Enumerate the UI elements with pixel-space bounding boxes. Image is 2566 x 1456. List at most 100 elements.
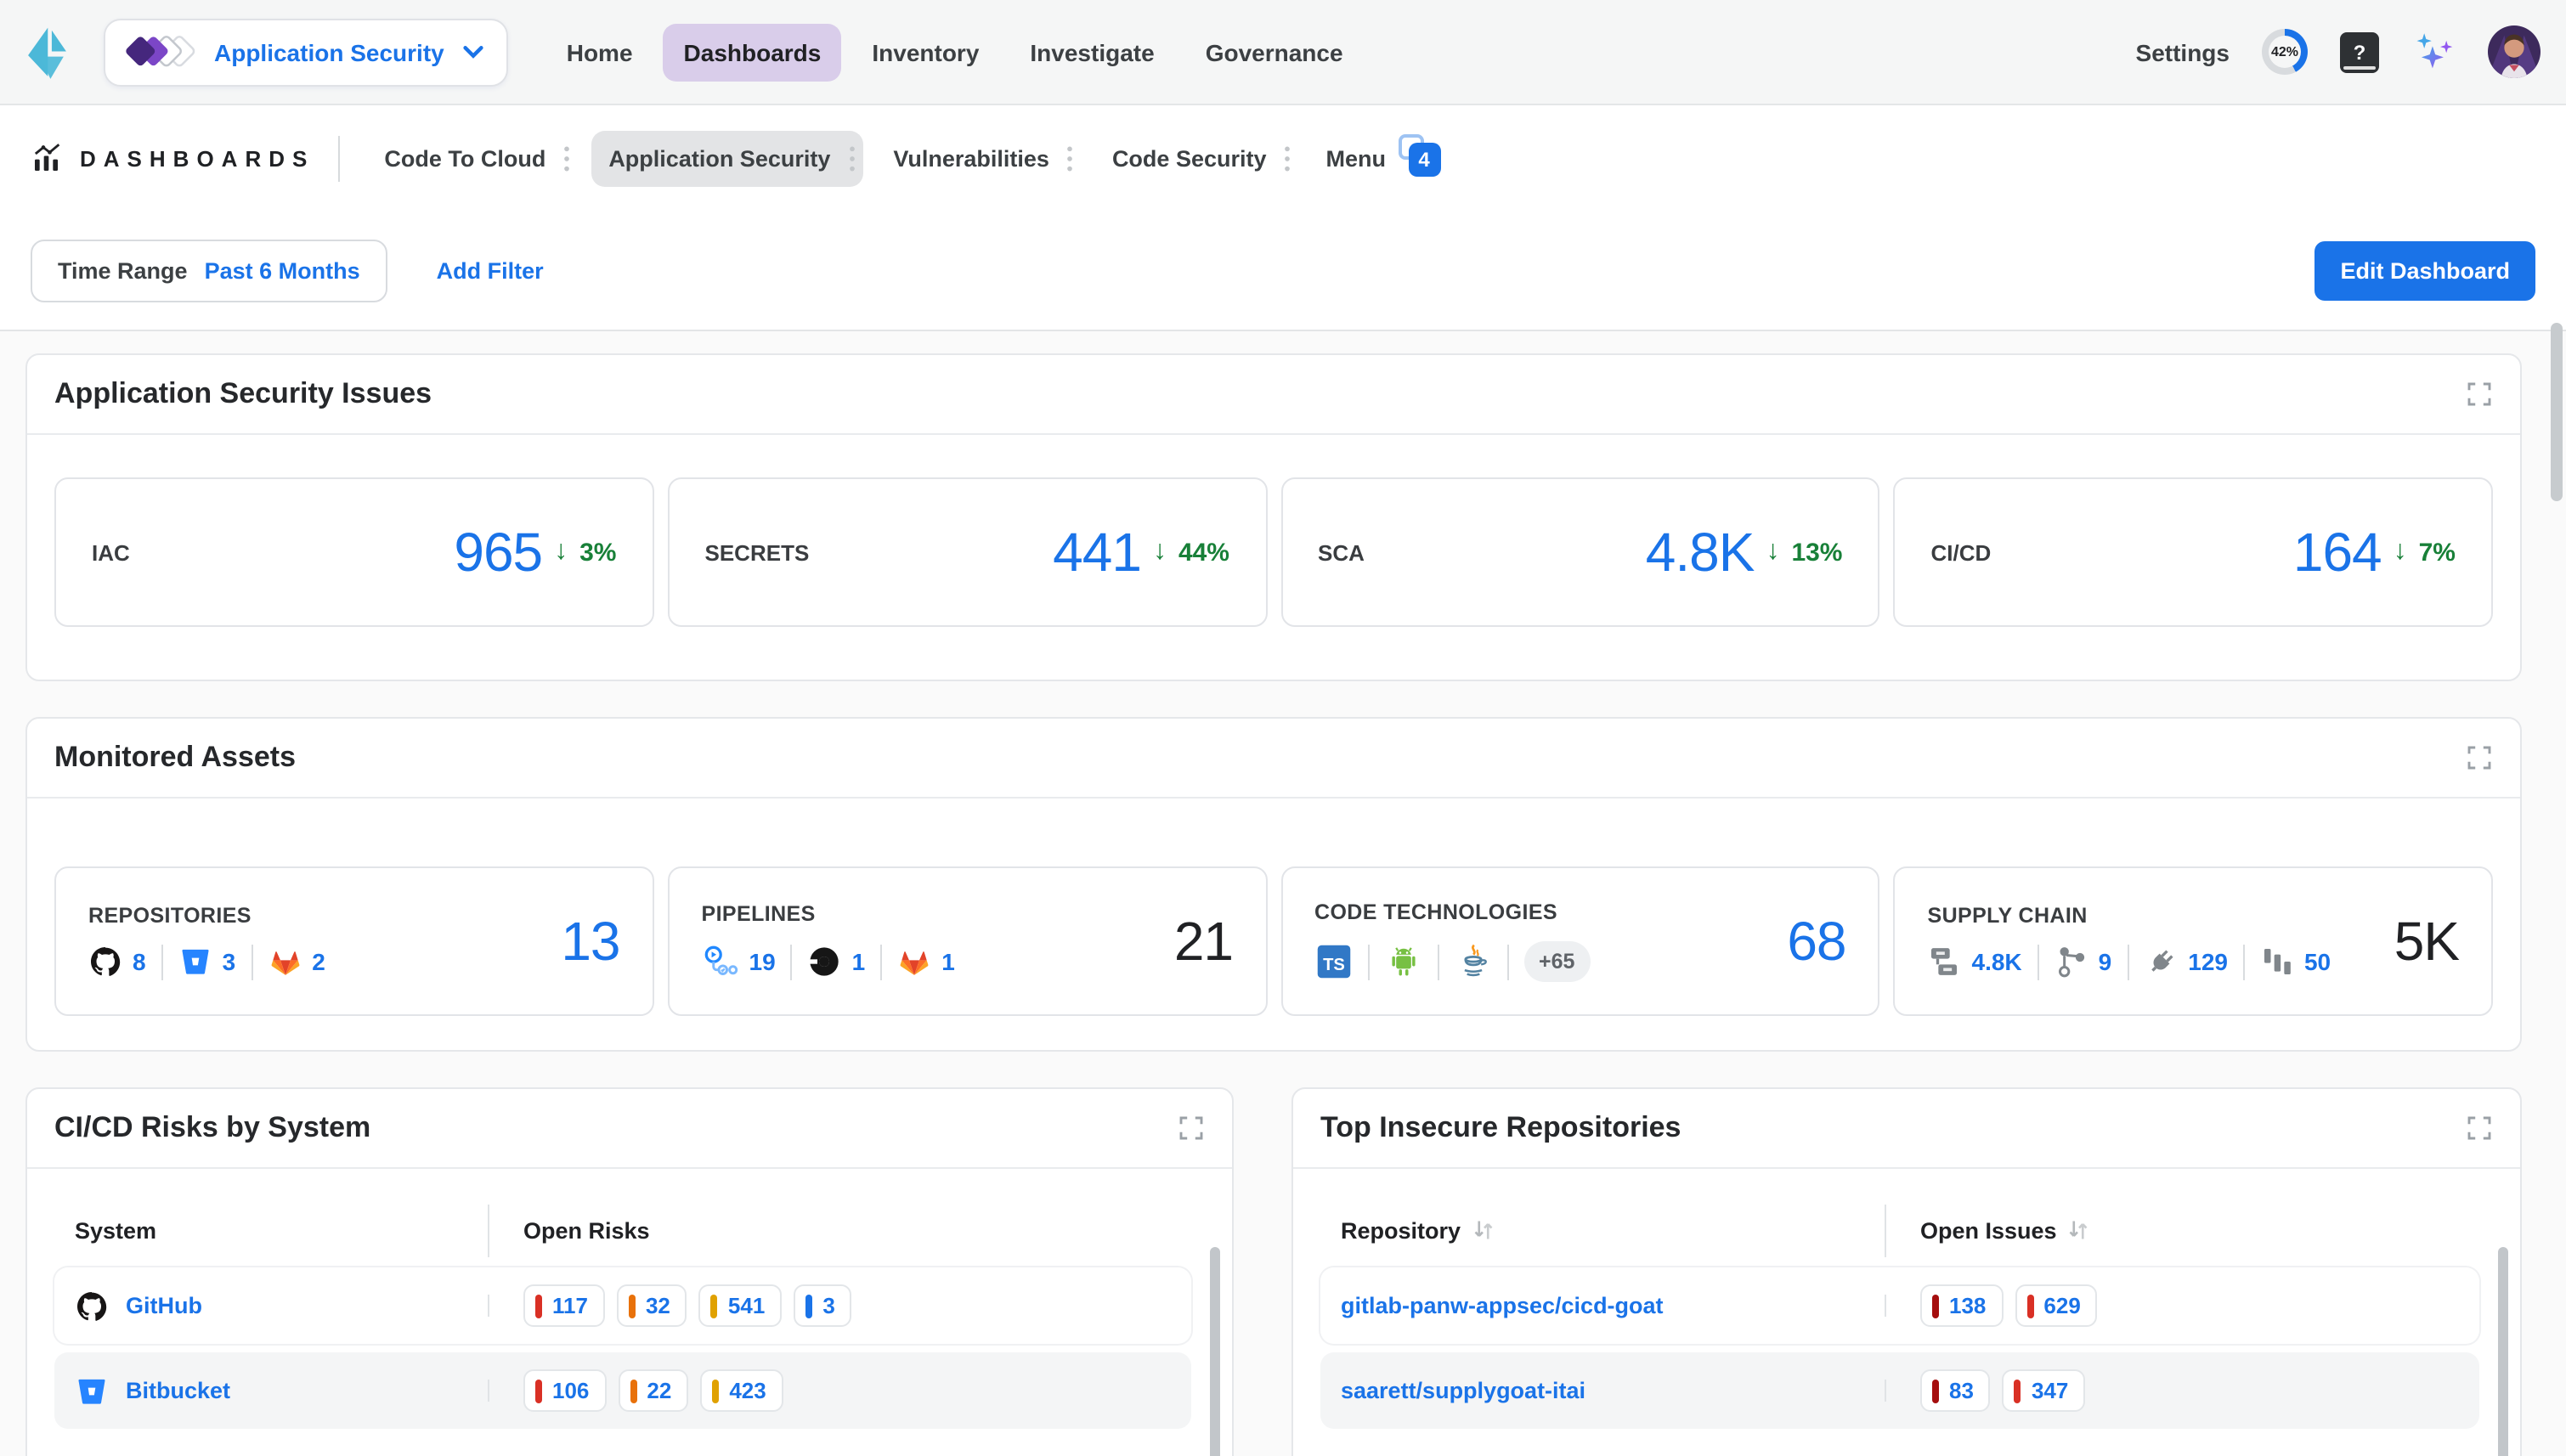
dashboard-tab-code-security[interactable]: Code Security <box>1095 130 1299 186</box>
edit-dashboard-button[interactable]: Edit Dashboard <box>2314 240 2535 300</box>
asset-total: 21 <box>1173 910 1234 971</box>
divider <box>1367 944 1369 979</box>
java-icon <box>1454 943 1491 980</box>
asset-total: 5K <box>2394 910 2460 971</box>
dashboard-tab-vulnerabilities[interactable]: Vulnerabilities <box>876 130 1082 186</box>
ai-sparkles-icon[interactable] <box>2411 30 2456 74</box>
add-filter-button[interactable]: Add Filter <box>436 257 544 283</box>
sort-icon[interactable] <box>1471 1218 1495 1242</box>
circleci-icon <box>808 945 842 979</box>
nav-item-governance[interactable]: Governance <box>1205 38 1343 65</box>
stat-card-sca: SCA 4.8K ↓ 13% <box>1280 477 1880 627</box>
prisma-cloud-logo-icon <box>25 23 83 81</box>
expand-icon[interactable] <box>2466 744 2493 771</box>
bars-icon <box>2260 945 2294 979</box>
column-header-open-issues[interactable]: Open Issues <box>1920 1217 2091 1243</box>
chevron-down-icon <box>461 39 487 65</box>
repository-link[interactable]: saarett/supplygoat-itai <box>1341 1378 1586 1403</box>
divider <box>338 135 341 181</box>
stat-delta: 3% <box>579 538 617 567</box>
stat-delta: 7% <box>2418 538 2456 567</box>
stat-card-iac: IAC 965 ↓ 3% <box>54 477 654 627</box>
divider <box>2242 944 2245 979</box>
panel-title: Application Security Issues <box>54 377 432 409</box>
dashboard-tab-code-to-cloud[interactable]: Code To Cloud <box>367 130 578 186</box>
page-scrollbar-thumb[interactable] <box>2551 323 2563 501</box>
menu-label: Menu <box>1325 145 1387 171</box>
sort-icon[interactable] <box>2067 1218 2091 1242</box>
severity-bar <box>1932 1294 1939 1318</box>
panel-title: Top Insecure Repositories <box>1320 1111 1681 1143</box>
kebab-menu-icon[interactable] <box>847 144 856 172</box>
risk-badge: 22 <box>618 1369 689 1412</box>
divider <box>880 944 883 979</box>
dashboards-menu-button[interactable]: Menu 4 <box>1325 134 1440 177</box>
tab-label: Code Security <box>1111 145 1267 171</box>
risk-badge: 423 <box>700 1369 783 1412</box>
asset-total: 13 <box>561 910 620 971</box>
stat-value: 441 <box>1053 521 1142 582</box>
top-navigation-bar: Application Security Home Dashboards Inv… <box>0 0 2566 105</box>
table-row-github: GitHub 117 32 541 3 <box>54 1267 1191 1344</box>
panel-scrollbar-thumb[interactable] <box>1210 1247 1220 1456</box>
module-switcher-label: Application Security <box>214 38 444 65</box>
github-actions-icon <box>702 943 739 980</box>
asset-card-code-technologies: CODE TECHNOLOGIES +65 68 <box>1280 866 1880 1016</box>
nav-item-dashboards[interactable]: Dashboards <box>663 23 842 81</box>
time-range-filter[interactable]: Time Range Past 6 Months <box>31 239 387 302</box>
issue-badge: 138 <box>1920 1284 2004 1327</box>
kebab-menu-icon[interactable] <box>562 144 571 172</box>
module-switcher[interactable]: Application Security <box>104 18 509 86</box>
dashboard-tab-application-security[interactable]: Application Security <box>591 130 863 186</box>
asset-card-repositories: REPOSITORIES 8 3 2 13 <box>54 866 654 1016</box>
expand-icon[interactable] <box>2466 1115 2493 1142</box>
asset-label: REPOSITORIES <box>88 903 252 927</box>
panel-monitored-assets: Monitored Assets REPOSITORIES 8 3 2 <box>25 717 2522 1052</box>
table-header: Repository Open Issues <box>1320 1193 2479 1267</box>
github-icon <box>88 945 122 979</box>
panel-top-insecure-repositories: Top Insecure Repositories Repository <box>1291 1087 2522 1456</box>
column-header-repository[interactable]: Repository <box>1341 1217 1885 1243</box>
tab-label: Code To Cloud <box>384 145 546 171</box>
usage-progress-ring[interactable]: 42% <box>2262 29 2308 75</box>
dashboard-canvas: Application Security Issues IAC 965 ↓ 3%… <box>0 331 2566 1456</box>
primary-nav: Home Dashboards Inventory Investigate Go… <box>546 23 1364 81</box>
risk-badge: 117 <box>523 1284 605 1327</box>
nav-item-inventory[interactable]: Inventory <box>872 38 980 65</box>
help-docs-icon[interactable]: ? <box>2340 31 2379 72</box>
repository-link[interactable]: gitlab-panw-appsec/cicd-goat <box>1341 1293 1664 1318</box>
asset-total: 68 <box>1787 910 1846 971</box>
risk-badge: 32 <box>616 1284 687 1327</box>
asset-label: CODE TECHNOLOGIES <box>1314 900 1557 924</box>
settings-link[interactable]: Settings <box>2135 38 2230 65</box>
nav-item-home[interactable]: Home <box>566 38 633 65</box>
time-range-value: Past 6 Months <box>204 257 360 283</box>
overflow-count-chip[interactable]: +65 <box>1523 941 1591 982</box>
table-row-repo-supplygoat: saarett/supplygoat-itai 83 347 <box>1320 1352 2479 1429</box>
asset-card-supply-chain: SUPPLY CHAIN 4.8K 9 129 50 5K <box>1893 866 2493 1016</box>
stat-delta: 44% <box>1178 538 1229 567</box>
gitlab-icon <box>268 945 302 979</box>
risk-badge: 106 <box>523 1369 607 1412</box>
severity-bar <box>628 1294 636 1318</box>
bottom-panels-row: CI/CD Risks by System System Open Risks … <box>25 1087 2522 1456</box>
issue-badge: 83 <box>1920 1369 1991 1412</box>
divider <box>161 944 163 979</box>
user-avatar[interactable] <box>2488 25 2541 78</box>
kebab-menu-icon[interactable] <box>1284 144 1292 172</box>
table-row-repo-cicd-goat: gitlab-panw-appsec/cicd-goat 138 629 <box>1320 1267 2479 1344</box>
stat-value: 965 <box>454 521 543 582</box>
kebab-menu-icon[interactable] <box>1066 144 1075 172</box>
system-link[interactable]: Bitbucket <box>126 1378 231 1403</box>
expand-icon[interactable] <box>2466 381 2493 408</box>
usage-percent-label: 42% <box>2270 44 2298 59</box>
system-link[interactable]: GitHub <box>126 1293 202 1318</box>
issue-badge: 629 <box>2015 1284 2098 1327</box>
github-icon <box>75 1289 109 1323</box>
stat-label: CI/CD <box>1930 539 1992 565</box>
nav-item-investigate[interactable]: Investigate <box>1030 38 1155 65</box>
expand-icon[interactable] <box>1178 1115 1205 1142</box>
stat-value: 4.8K <box>1645 521 1755 582</box>
dashboards-section-title: DASHBOARDS <box>80 145 315 171</box>
panel-scrollbar-thumb[interactable] <box>2498 1247 2508 1456</box>
